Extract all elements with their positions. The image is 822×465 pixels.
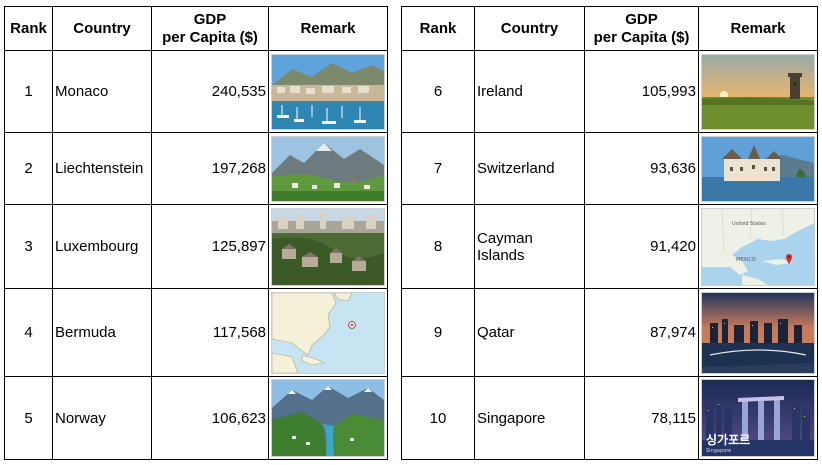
remark-cell (268, 204, 388, 289)
gdp-cell: 87,974 (584, 288, 699, 377)
switzerland-castle-image (701, 135, 815, 202)
remark-cell (268, 132, 388, 205)
remark-cell (268, 288, 388, 377)
remark-cell (268, 50, 388, 133)
gdp-table-right: Rank Country GDP per Capita ($) Remark 6 … (401, 6, 818, 460)
table-row: 6 Ireland 105,993 (401, 50, 818, 133)
country-cell: Liechtenstein (52, 132, 152, 205)
table-row: 10 Singapore 78,115 싱가포르 Singapore (401, 376, 818, 460)
table-row: 8 Cayman Islands 91,420 United States ME… (401, 204, 818, 289)
gdp-cell: 117,568 (151, 288, 269, 377)
gdp-cell: 91,420 (584, 204, 699, 289)
country-cell: Norway (52, 376, 152, 460)
rank-cell: 2 (4, 132, 53, 205)
header-country: Country (52, 6, 152, 51)
singapore-skyline-image: 싱가포르 Singapore (701, 379, 815, 457)
cayman-islands-map-image: United States MEXICO (701, 207, 815, 286)
rank-cell: 7 (401, 132, 475, 205)
bermuda-location-map-image (271, 291, 385, 374)
map-label-mexico: MEXICO (736, 256, 756, 263)
gdp-cell: 105,993 (584, 50, 699, 133)
table-row: 1 Monaco 240,535 (4, 50, 388, 133)
gdp-cell: 93,636 (584, 132, 699, 205)
remark-cell (698, 50, 818, 133)
rank-cell: 10 (401, 376, 475, 460)
remark-cell: 싱가포르 Singapore (698, 376, 818, 460)
header-rank: Rank (401, 6, 475, 51)
table-row: 4 Bermuda 117,568 (4, 288, 388, 377)
country-cell: Cayman Islands (474, 204, 585, 289)
gdp-cell: 197,268 (151, 132, 269, 205)
header-gdp: GDP per Capita ($) (584, 6, 699, 51)
qatar-skyline-image (701, 291, 815, 374)
ireland-castle-image (701, 53, 815, 130)
gdp-cell: 240,535 (151, 50, 269, 133)
country-cell: Luxembourg (52, 204, 152, 289)
liechtenstein-mountains-image (271, 135, 385, 202)
rank-cell: 5 (4, 376, 53, 460)
remark-cell (268, 376, 388, 460)
country-cell: Ireland (474, 50, 585, 133)
norway-fjord-image (271, 379, 385, 457)
gdp-table-left: Rank Country GDP per Capita ($) Remark 1 … (4, 6, 388, 460)
rank-cell: 9 (401, 288, 475, 377)
gdp-cell: 125,897 (151, 204, 269, 289)
header-remark: Remark (268, 6, 388, 51)
luxembourg-city-image (271, 207, 385, 286)
singapore-overlay-subtitle: Singapore (706, 448, 732, 454)
table-row: 7 Switzerland 93,636 (401, 132, 818, 205)
header-country: Country (474, 6, 585, 51)
country-cell: Switzerland (474, 132, 585, 205)
gdp-cell: 106,623 (151, 376, 269, 460)
header-rank: Rank (4, 6, 53, 51)
map-label-united-states: United States (732, 220, 766, 227)
header-remark: Remark (698, 6, 818, 51)
remark-cell (698, 288, 818, 377)
remark-cell (698, 132, 818, 205)
table-row: 3 Luxembourg 125,897 (4, 204, 388, 289)
country-cell: Bermuda (52, 288, 152, 377)
table-row: 9 Qatar 87,974 (401, 288, 818, 377)
header-gdp: GDP per Capita ($) (151, 6, 269, 51)
rank-cell: 6 (401, 50, 475, 133)
rank-cell: 1 (4, 50, 53, 133)
remark-cell: United States MEXICO (698, 204, 818, 289)
gdp-cell: 78,115 (584, 376, 699, 460)
rank-cell: 4 (4, 288, 53, 377)
table-row: 5 Norway 106,623 (4, 376, 388, 460)
country-cell: Monaco (52, 50, 152, 133)
table-row: 2 Liechtenstein 197,268 (4, 132, 388, 205)
header-row: Rank Country GDP per Capita ($) Remark (401, 6, 818, 51)
singapore-overlay-title: 싱가포르 (706, 433, 751, 447)
monaco-harbor-image (271, 53, 385, 130)
country-cell: Singapore (474, 376, 585, 460)
rank-cell: 3 (4, 204, 53, 289)
header-row: Rank Country GDP per Capita ($) Remark (4, 6, 388, 51)
country-cell: Qatar (474, 288, 585, 377)
rank-cell: 8 (401, 204, 475, 289)
